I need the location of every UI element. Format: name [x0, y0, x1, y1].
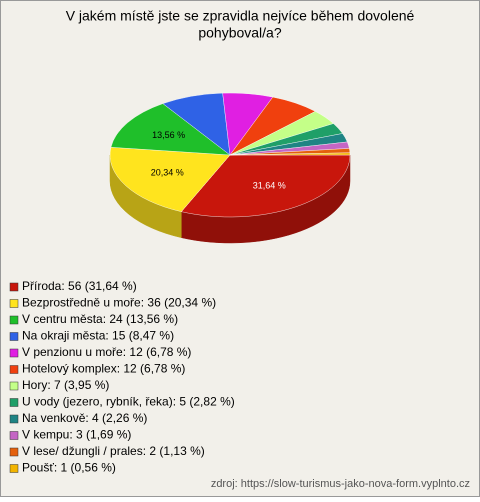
slice-top — [180, 154, 351, 218]
slice — [109, 147, 231, 212]
legend-swatch — [9, 348, 19, 358]
legend-label: V centru města: 24 (13,56 %) — [22, 312, 178, 326]
legend-label: Na okraji města: 15 (8,47 %) — [22, 329, 174, 343]
legend-label: U vody (jezero, rybník, řeka): 5 (2,82 %… — [22, 395, 235, 409]
legend-swatch — [9, 282, 19, 292]
source: zdroj: https://slow-turismus-jako-nova-f… — [211, 478, 470, 490]
legend-swatch — [9, 414, 19, 424]
legend-swatch — [9, 398, 19, 407]
legend-swatch — [9, 447, 19, 457]
slice — [229, 152, 351, 156]
legend-label: V lese/ džungli / prales: 2 (1,13 %) — [22, 444, 205, 458]
legend-label: Na venkově: 4 (2,26 %) — [22, 411, 147, 425]
legend-label: Poušť: 1 (0,56 %) — [22, 461, 116, 475]
legend-label: V penzionu u moře: 12 (6,78 %) — [22, 345, 191, 359]
legend-swatch — [9, 464, 19, 473]
chart-title: pohyboval/a? — [198, 25, 282, 41]
slice-top — [109, 147, 231, 212]
slice-top — [229, 152, 351, 156]
legend-swatch — [9, 365, 19, 374]
chart-title: V jakém místě jste se zpravidla nejvíce … — [66, 8, 415, 24]
legend-label: Bezprostředně u moře: 36 (20,34 %) — [22, 296, 216, 310]
slice — [110, 103, 231, 156]
legend-label: V kempu: 3 (1,69 %) — [22, 428, 131, 442]
data-label: 31,64 % — [253, 181, 286, 191]
data-label: 13,56 % — [152, 130, 185, 140]
slice — [180, 154, 351, 218]
legend-label: Hory: 7 (3,95 %) — [22, 378, 109, 392]
legend-label: Příroda: 56 (31,64 %) — [22, 279, 137, 293]
legend-swatch — [9, 381, 19, 391]
legend-label: Hotelový komplex: 12 (6,78 %) — [22, 362, 185, 376]
slice-top — [110, 103, 231, 156]
legend-swatch — [9, 431, 19, 440]
data-label: 20,34 % — [151, 168, 184, 178]
legend-swatch — [9, 299, 19, 308]
legend-swatch — [9, 315, 19, 325]
legend-swatch — [9, 332, 19, 341]
